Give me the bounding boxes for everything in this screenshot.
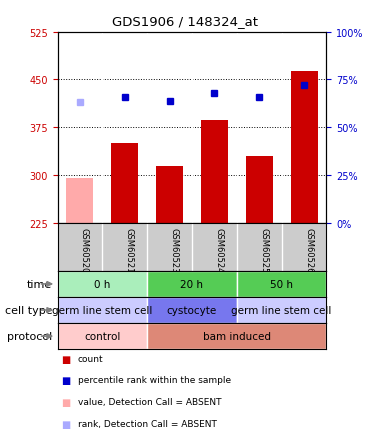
Bar xyxy=(246,157,273,224)
Text: 50 h: 50 h xyxy=(270,279,293,289)
Text: percentile rank within the sample: percentile rank within the sample xyxy=(78,375,231,385)
Text: control: control xyxy=(84,332,121,341)
Text: ■: ■ xyxy=(61,375,70,385)
Bar xyxy=(66,178,93,224)
Bar xyxy=(147,297,237,323)
Bar xyxy=(237,297,326,323)
Bar xyxy=(290,72,318,224)
Text: protocol: protocol xyxy=(7,332,52,341)
Text: GSM60525: GSM60525 xyxy=(259,227,268,273)
Text: count: count xyxy=(78,354,104,363)
Text: germ line stem cell: germ line stem cell xyxy=(232,306,332,315)
Text: value, Detection Call = ABSENT: value, Detection Call = ABSENT xyxy=(78,397,221,406)
Bar xyxy=(58,297,147,323)
Text: GSM60523: GSM60523 xyxy=(170,227,178,273)
Bar xyxy=(201,120,228,224)
Bar xyxy=(147,323,326,349)
Text: cell type: cell type xyxy=(4,306,52,315)
Text: GSM60526: GSM60526 xyxy=(304,227,313,273)
Bar xyxy=(237,271,326,297)
Bar xyxy=(58,271,147,297)
Bar xyxy=(58,323,147,349)
Text: GSM60520: GSM60520 xyxy=(80,227,89,273)
Text: GDS1906 / 148324_at: GDS1906 / 148324_at xyxy=(112,15,259,28)
Text: cystocyte: cystocyte xyxy=(167,306,217,315)
Text: germ line stem cell: germ line stem cell xyxy=(52,306,152,315)
Text: rank, Detection Call = ABSENT: rank, Detection Call = ABSENT xyxy=(78,419,217,428)
Text: 20 h: 20 h xyxy=(181,279,203,289)
Text: ■: ■ xyxy=(61,354,70,364)
Bar xyxy=(147,271,237,297)
Bar xyxy=(156,166,183,224)
Text: ■: ■ xyxy=(61,419,70,429)
Text: bam induced: bam induced xyxy=(203,332,271,341)
Text: ■: ■ xyxy=(61,397,70,407)
Text: time: time xyxy=(27,279,52,289)
Text: GSM60521: GSM60521 xyxy=(125,227,134,273)
Text: GSM60524: GSM60524 xyxy=(214,227,223,273)
Bar xyxy=(111,144,138,224)
Text: 0 h: 0 h xyxy=(94,279,111,289)
